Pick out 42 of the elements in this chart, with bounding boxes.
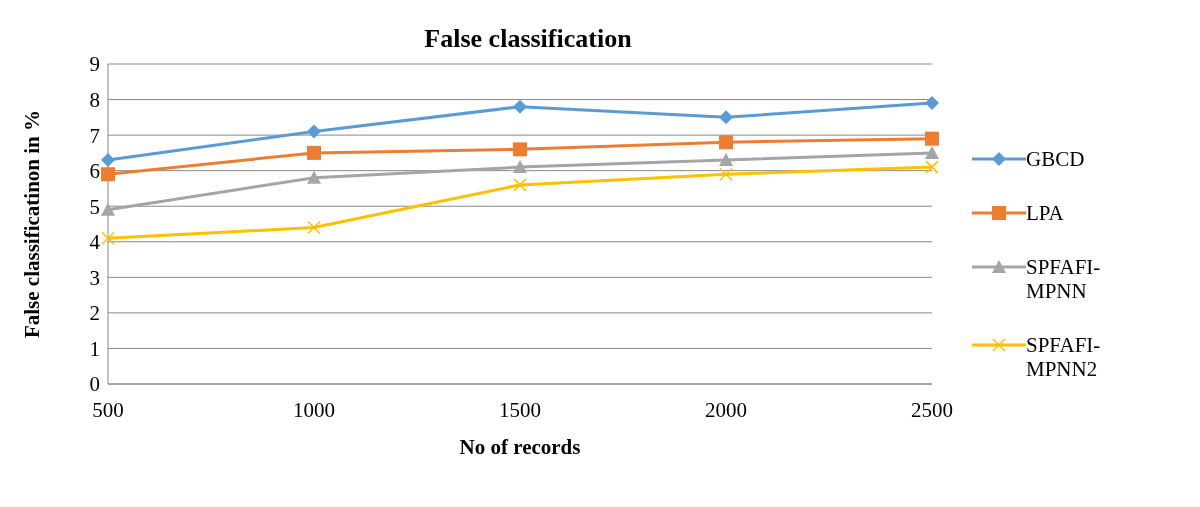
point xyxy=(925,131,939,146)
y-axis-title: False classificatinon in % xyxy=(20,109,45,339)
x-tick-label: 1000 xyxy=(293,397,335,422)
y-tick-label: 9 xyxy=(89,52,100,77)
point xyxy=(513,160,527,174)
y-tick-label: 1 xyxy=(89,336,100,361)
point xyxy=(719,153,733,166)
point xyxy=(101,202,115,216)
point xyxy=(719,110,733,125)
point xyxy=(101,153,115,167)
chart-title: False classification xyxy=(423,24,633,54)
point xyxy=(513,142,527,157)
point xyxy=(101,167,115,182)
point xyxy=(719,167,733,181)
y-tick-label: 2 xyxy=(89,301,100,326)
y-tick-label: 3 xyxy=(89,265,100,290)
y-tick-label: 6 xyxy=(89,159,100,184)
point xyxy=(925,145,939,159)
point xyxy=(513,178,527,192)
y-tick-label: 7 xyxy=(89,123,100,148)
x-tick-label: 1500 xyxy=(499,397,541,422)
legend-label: SPFAFI-MPNN2 xyxy=(1026,333,1102,381)
y-tick-label: 5 xyxy=(89,194,100,219)
y-tick-label: 4 xyxy=(89,230,101,255)
x-axis-title: No of records xyxy=(459,435,581,459)
point xyxy=(307,170,321,184)
point xyxy=(307,220,321,235)
y-tick-label: 8 xyxy=(89,88,100,113)
x-tick-label: 2000 xyxy=(705,397,747,422)
point xyxy=(307,145,321,160)
x-tick-label: 2500 xyxy=(911,397,953,422)
point xyxy=(101,231,115,245)
legend-label: GBCD xyxy=(1026,147,1086,171)
legend-label: SPFAFI-MPNN xyxy=(1026,255,1102,303)
y-tick-label: 0 xyxy=(89,372,100,397)
point xyxy=(925,96,939,111)
point xyxy=(719,135,733,150)
point xyxy=(925,160,939,174)
point xyxy=(307,124,321,139)
point xyxy=(513,99,527,114)
x-tick-label: 500 xyxy=(92,397,124,422)
legend-label: LPA xyxy=(1026,201,1065,225)
